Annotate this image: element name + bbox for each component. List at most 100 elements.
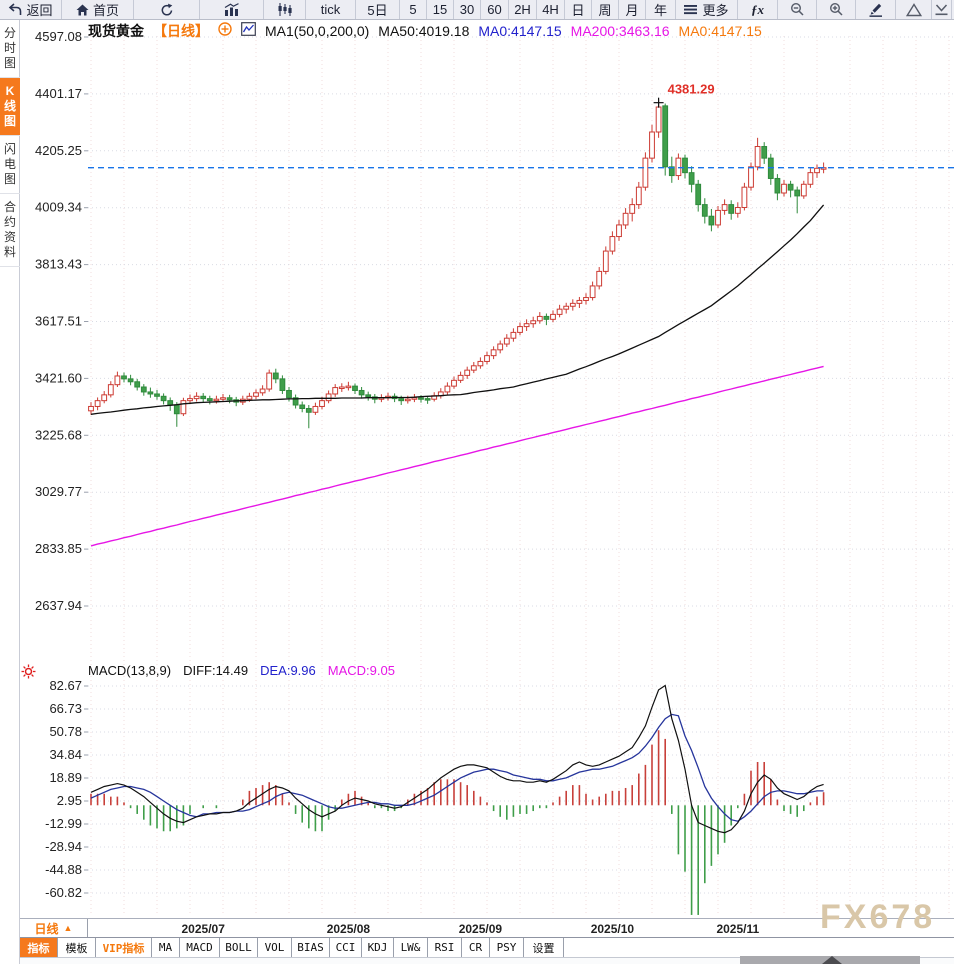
period-week-button-label: 周	[598, 3, 612, 18]
indicator-tabbar: 指标 模板 VIP指标 MA MACD BOLL VOL BIAS CCI KDJ LW& RSI CR…	[20, 938, 954, 958]
period-day-button[interactable]: 日	[565, 0, 592, 19]
period-month-button[interactable]: 月	[619, 0, 646, 19]
tab-indicators[interactable]: 指标	[20, 938, 58, 957]
period-selector-button[interactable]: 日线 ▲	[20, 919, 88, 937]
candle	[365, 394, 372, 398]
period-week-button[interactable]: 周	[592, 0, 619, 19]
price-tick-label: 2637.94	[35, 598, 82, 613]
tab-cci[interactable]: CCI	[330, 938, 362, 957]
back-icon	[8, 3, 22, 16]
tab-bias[interactable]: BIAS	[292, 938, 330, 957]
tab-psy[interactable]: PSY	[490, 938, 524, 957]
refresh-button[interactable]	[134, 0, 200, 19]
price-tick-label: 4009.34	[35, 200, 82, 215]
tab-rsi[interactable]: RSI	[428, 938, 462, 957]
tab-lw[interactable]: LW&	[394, 938, 428, 957]
top-toolbar: 返回 首页 tick 5日 5 15 30 60 2H 4H 日周月年 更多 ƒx	[0, 0, 954, 20]
chevron-up-icon	[822, 956, 842, 964]
zoom-in-button[interactable]	[817, 0, 856, 19]
tab-settings[interactable]: 设置	[524, 938, 564, 957]
tab-vol[interactable]: VOL	[258, 938, 292, 957]
candle	[787, 183, 794, 191]
period-5d-button-label: 5日	[367, 3, 388, 18]
candlestick-button[interactable]	[264, 0, 306, 19]
candle	[338, 386, 345, 390]
home-button[interactable]: 首页	[62, 0, 134, 19]
tab-ma[interactable]: MA	[152, 938, 180, 957]
period-5d-button[interactable]: 5日	[356, 0, 400, 19]
candle	[807, 172, 814, 185]
home-icon	[76, 4, 89, 16]
period-30-button-label: 30	[459, 2, 475, 17]
sidebar-item-lightning-chart[interactable]: 闪电图	[0, 136, 20, 194]
shape-more-button[interactable]	[932, 0, 952, 19]
candle	[154, 393, 160, 397]
tick-button-label: tick	[320, 2, 341, 17]
taskbar-peek[interactable]	[740, 956, 920, 964]
candle	[589, 285, 596, 299]
candle	[253, 392, 259, 397]
tab-cr[interactable]: CR	[462, 938, 490, 957]
fx-button[interactable]: ƒx	[738, 0, 778, 19]
candle	[147, 391, 154, 395]
back-button-label: 返回	[26, 3, 53, 18]
more-icon	[684, 4, 698, 15]
chevron-icon	[934, 3, 949, 16]
candle	[688, 172, 695, 185]
macd-tick-label: -60.82	[45, 885, 82, 900]
period-2h-button[interactable]: 2H	[509, 0, 537, 19]
tab-boll[interactable]: BOLL	[220, 938, 258, 957]
bottom-strip	[0, 958, 954, 964]
candle	[622, 212, 629, 226]
candle	[576, 299, 583, 304]
period-60-button[interactable]: 60	[481, 0, 509, 19]
tab-templates[interactable]: 模板	[58, 938, 96, 957]
candle	[246, 395, 253, 400]
ma-config-label: MA1(50,0,200,0)	[265, 22, 370, 39]
diff-value-label: DIFF:14.49	[183, 663, 249, 678]
candle	[411, 397, 418, 400]
main-chart-canvas[interactable]: 4597.08 4401.17 4205.25 4009.34 3813.43 3617.…	[20, 20, 954, 918]
period-15-button[interactable]: 15	[427, 0, 454, 19]
price-tick-label: 4205.25	[35, 143, 82, 158]
candle	[272, 372, 279, 380]
candle	[563, 305, 570, 310]
ma200-line	[90, 365, 824, 547]
period-4h-button[interactable]: 4H	[537, 0, 565, 19]
candle	[490, 349, 497, 357]
period-5-button[interactable]: 5	[400, 0, 427, 19]
tab-kdj[interactable]: KDJ	[362, 938, 394, 957]
refresh-icon	[160, 3, 174, 17]
shape-triangle-button[interactable]	[896, 0, 932, 19]
candle	[345, 385, 352, 389]
price-tick-label: 3617.51	[35, 314, 82, 329]
indicator-settings-icon[interactable]	[21, 664, 36, 684]
period-selector-label: 日线	[34, 921, 59, 936]
candle	[569, 302, 576, 307]
candle	[220, 397, 226, 400]
macd-tick-label: 66.73	[49, 701, 82, 716]
candle	[477, 360, 484, 367]
zoom-out-button[interactable]	[778, 0, 817, 19]
candle	[682, 157, 688, 174]
diff-line	[90, 684, 824, 834]
sidebar-item-contract-info[interactable]: 合约资料	[0, 194, 20, 267]
period-year-button[interactable]: 年	[646, 0, 676, 19]
tab-macd[interactable]: MACD	[180, 938, 220, 957]
period-label[interactable]: 【日线】	[153, 22, 209, 39]
sidebar-item-time-chart[interactable]: 分时图	[0, 20, 20, 78]
back-button[interactable]: 返回	[0, 0, 62, 19]
bar-chart-button[interactable]	[200, 0, 264, 19]
line-chart-icon[interactable]	[241, 22, 256, 39]
period-4h-button-label: 4H	[542, 2, 559, 17]
more-button[interactable]: 更多	[676, 0, 738, 19]
draw-button[interactable]	[856, 0, 896, 19]
tab-vip-indicators[interactable]: VIP指标	[96, 938, 152, 957]
candle	[701, 204, 708, 217]
candle	[319, 400, 325, 407]
add-circle-icon[interactable]	[218, 22, 232, 39]
period-30-button[interactable]: 30	[454, 0, 481, 19]
month-label: 2025/08	[326, 922, 371, 936]
tick-button[interactable]: tick	[306, 0, 356, 19]
